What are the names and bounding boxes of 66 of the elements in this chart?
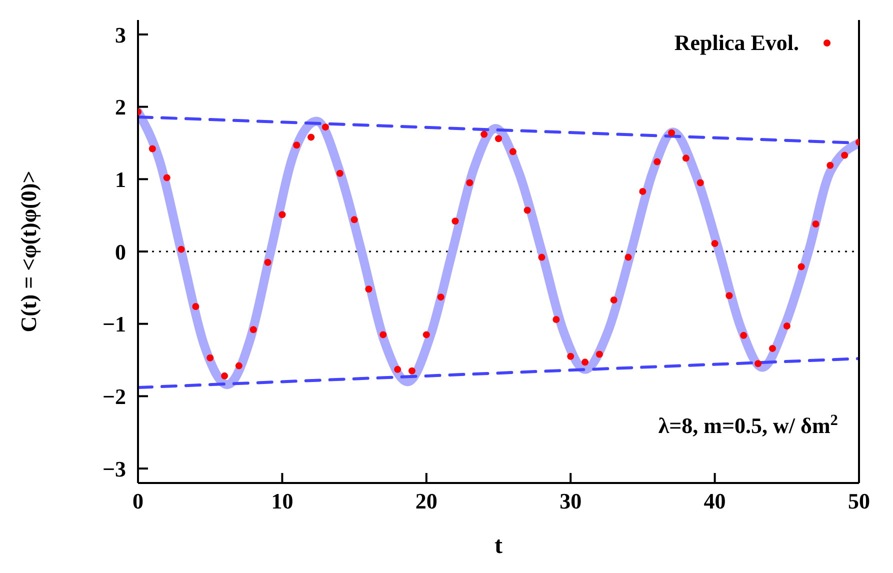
point <box>293 142 300 149</box>
y-tick-label: 1 <box>115 166 126 192</box>
point <box>394 366 402 373</box>
point <box>336 170 344 177</box>
y-tick-label: 2 <box>115 94 126 120</box>
point <box>798 263 805 270</box>
y-tick-label: −2 <box>102 384 126 409</box>
point <box>711 240 718 248</box>
point <box>754 360 762 368</box>
point <box>740 332 748 339</box>
y-axis-title: C(t) = <φ(t)φ(0)> <box>16 170 41 332</box>
point <box>624 254 632 261</box>
point <box>826 162 834 169</box>
point <box>365 286 372 293</box>
point <box>221 372 228 380</box>
point <box>308 134 315 141</box>
x-tick-label: 50 <box>848 488 870 514</box>
y-tick-label: −3 <box>102 456 126 482</box>
point <box>524 206 531 214</box>
point <box>582 358 589 366</box>
point <box>148 145 156 152</box>
point <box>380 331 387 338</box>
point <box>812 220 820 228</box>
point <box>768 344 776 352</box>
point <box>437 294 444 301</box>
point <box>192 302 200 310</box>
point <box>480 130 488 138</box>
point <box>610 296 618 304</box>
legend-label: Replica Evol. <box>674 30 799 56</box>
x-tick-label: 40 <box>704 488 726 514</box>
point <box>163 174 170 182</box>
point <box>235 362 242 370</box>
point <box>408 367 416 374</box>
x-tick-label: 20 <box>415 488 438 514</box>
point <box>596 350 603 358</box>
point <box>567 352 574 360</box>
point <box>841 152 848 159</box>
y-tick-label: 3 <box>115 22 126 48</box>
annotation: λ=8, m=0.5, w/ δm$^{2}$ <box>658 412 838 438</box>
point <box>668 129 676 136</box>
x-tick-label: 0 <box>132 488 144 514</box>
point <box>783 322 790 330</box>
point <box>452 218 459 225</box>
point <box>726 292 733 300</box>
point <box>552 316 560 324</box>
point <box>538 254 546 261</box>
point <box>682 154 690 162</box>
point <box>654 158 661 166</box>
point <box>466 179 474 186</box>
x-axis-title: t <box>494 533 502 559</box>
point <box>250 326 257 334</box>
x-tick-label: 30 <box>560 488 582 514</box>
y-tick-label: 0 <box>115 239 126 264</box>
point <box>422 331 430 338</box>
point <box>264 258 272 266</box>
point <box>322 124 329 131</box>
point <box>696 179 704 186</box>
point <box>178 246 185 253</box>
x-tick-label: 10 <box>271 488 294 514</box>
point <box>509 148 516 156</box>
point <box>639 188 646 195</box>
point <box>278 211 286 218</box>
point <box>350 216 358 224</box>
point <box>206 354 214 362</box>
y-tick-label: −1 <box>102 312 126 337</box>
point <box>495 135 502 142</box>
